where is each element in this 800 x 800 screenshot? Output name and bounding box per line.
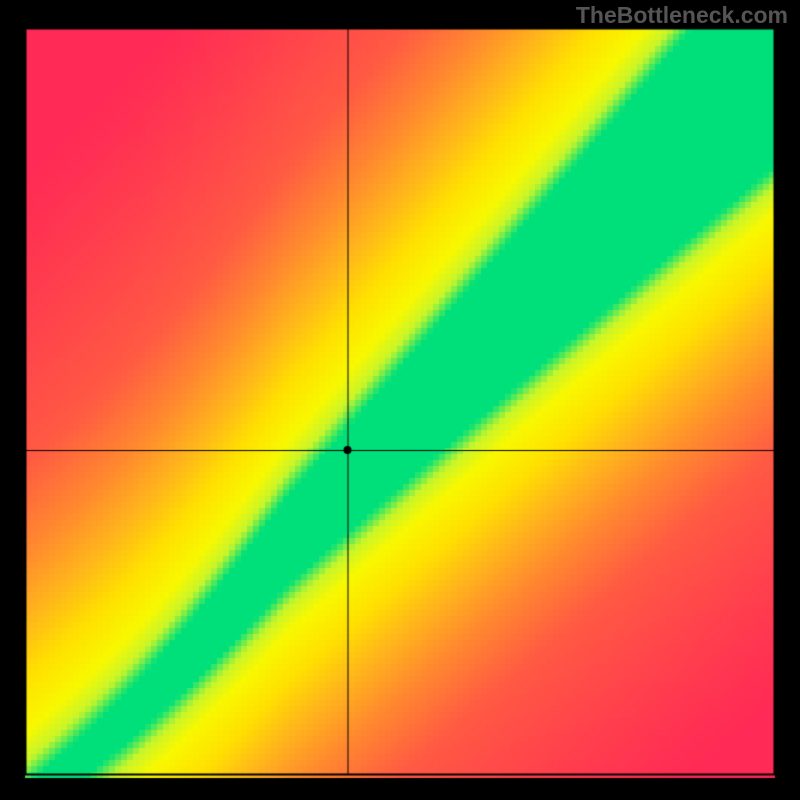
chart-container: TheBottleneck.com — [0, 0, 800, 800]
bottleneck-heatmap — [0, 0, 800, 800]
watermark-text: TheBottleneck.com — [576, 2, 788, 29]
